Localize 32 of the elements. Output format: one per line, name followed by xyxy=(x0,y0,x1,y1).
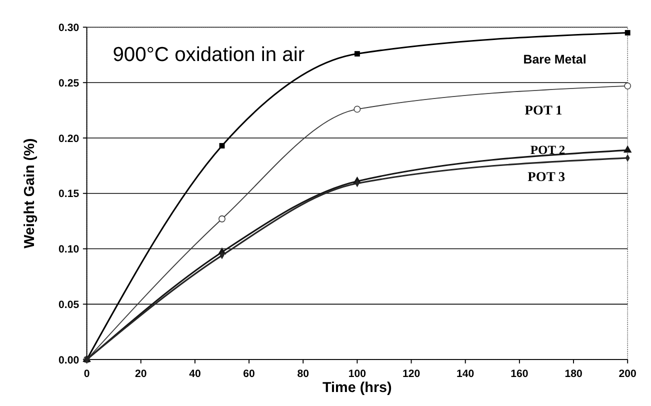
annotation: 900°C oxidation in air xyxy=(112,44,305,66)
y-tick-label: 0.25 xyxy=(58,77,80,90)
series-label: POT 2 xyxy=(530,143,566,158)
x-axis-title: Time (hrs) xyxy=(322,380,392,396)
y-tick-label: 0.05 xyxy=(58,299,80,312)
point xyxy=(624,82,632,90)
x-tick-label: 180 xyxy=(564,368,582,380)
y-tick-label: 0.30 xyxy=(58,22,80,34)
y-tick-label: 0.10 xyxy=(58,244,80,256)
point xyxy=(354,106,361,113)
x-tick-label: 140 xyxy=(456,368,474,380)
y-tick-label: 0.00 xyxy=(58,354,80,366)
x-tick-label: 60 xyxy=(243,368,256,380)
point xyxy=(219,143,225,148)
point xyxy=(623,145,632,153)
x-tick-label: 80 xyxy=(297,368,310,380)
point xyxy=(218,215,226,222)
y-tick-label: 0.20 xyxy=(58,132,80,145)
x-tick-label: 20 xyxy=(135,368,147,380)
x-tick-label: 120 xyxy=(402,368,420,380)
x-tick-label: 0 xyxy=(84,368,90,380)
x-tick-label: 100 xyxy=(348,368,366,380)
series-label: POT 1 xyxy=(524,102,563,118)
y-tick-label: 0.15 xyxy=(58,188,80,200)
point xyxy=(624,30,630,36)
x-tick-label: 40 xyxy=(189,368,201,380)
y-axis-title: Weight Gain (%) xyxy=(22,138,38,248)
x-tick-label: 200 xyxy=(618,368,637,380)
series-label: POT 3 xyxy=(528,168,566,184)
x-tick-label: 160 xyxy=(510,368,528,380)
point xyxy=(354,51,360,57)
series-label: Bare Metal xyxy=(523,52,586,66)
